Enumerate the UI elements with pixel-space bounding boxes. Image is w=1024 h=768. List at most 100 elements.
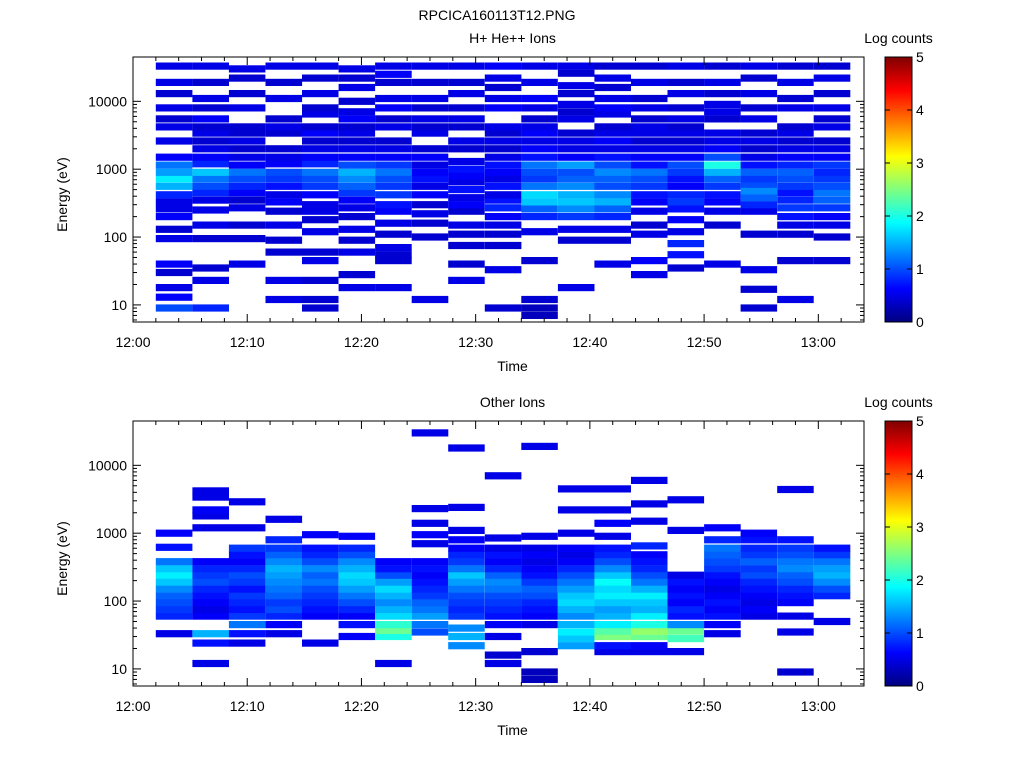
heatmap-cell (557, 100, 595, 108)
heatmap-cell (704, 630, 741, 638)
heatmap-cell (813, 153, 851, 161)
heatmap-cell (631, 565, 668, 573)
heatmap-cell (777, 571, 814, 579)
heatmap-cell (228, 592, 266, 600)
heatmap-cell (777, 628, 814, 636)
heatmap-cell (521, 145, 558, 153)
heatmap-cell (484, 182, 522, 190)
heatmap-cell (521, 168, 558, 176)
heatmap-cell (594, 161, 631, 169)
y-tick-label: 1000 (96, 525, 127, 541)
heatmap-cell (302, 571, 339, 579)
heatmap-cell (740, 74, 778, 82)
heatmap-cell (228, 204, 266, 212)
heatmap-cell (192, 612, 229, 620)
colorbar-tick-label: 3 (916, 155, 924, 171)
heatmap-cell (740, 558, 778, 566)
heatmap-cell (302, 90, 339, 98)
heatmap-cell (484, 168, 522, 176)
heatmap-cell (484, 204, 522, 212)
heatmap-cell (375, 168, 412, 176)
heatmap-cell (302, 207, 339, 215)
heatmap-cell (557, 485, 595, 493)
heatmap-cell (448, 178, 485, 186)
heatmap-cell (192, 129, 229, 137)
heatmap-cell (228, 260, 266, 268)
heatmap-cell (192, 592, 229, 600)
heatmap-cell (521, 198, 558, 206)
heatmap-cell (338, 585, 376, 593)
heatmap-cell (302, 257, 339, 265)
heatmap-cell (740, 62, 778, 70)
heatmap-cell (813, 544, 851, 552)
heatmap-cell (521, 558, 558, 566)
heatmap-cell (338, 544, 376, 552)
heatmap-cell (302, 160, 339, 168)
heatmap-cell (667, 137, 705, 145)
heatmap-cell (192, 168, 229, 176)
heatmap-cell (375, 153, 412, 161)
heatmap-cell (192, 264, 229, 272)
heatmap-cell (667, 585, 705, 593)
heatmap-cell (448, 260, 485, 268)
heatmap-cell (375, 659, 412, 668)
heatmap-cell (302, 104, 339, 112)
heatmap-cell (813, 104, 851, 112)
panel-title: H+ He++ Ions (469, 30, 556, 46)
heatmap-cell (155, 605, 193, 614)
y-axis-label: Energy (eV) (54, 157, 70, 232)
heatmap-cell (521, 161, 558, 169)
heatmap-cell (594, 153, 631, 161)
heatmap-cell (338, 558, 376, 566)
heatmap-cell (375, 207, 412, 215)
heatmap-cell (375, 592, 412, 600)
heatmap-cell (813, 617, 851, 626)
heatmap-cell (302, 110, 339, 118)
heatmap-cell (192, 571, 229, 579)
heatmap-cell (228, 605, 266, 614)
heatmap-cell (411, 505, 449, 513)
heatmap-cell (667, 182, 705, 190)
heatmap-cell (557, 182, 595, 190)
heatmap-cell (448, 221, 485, 229)
heatmap-cell (192, 276, 229, 284)
heatmap-cell (521, 578, 558, 586)
heatmap-cell (338, 168, 376, 176)
heatmap-cell (192, 506, 229, 514)
heatmap-cell (228, 161, 266, 169)
heatmap-cell (631, 221, 668, 229)
heatmap-cell (557, 69, 595, 77)
heatmap-cell (338, 248, 376, 256)
heatmap-cell (704, 145, 741, 153)
colorbar-tick-label: 5 (916, 413, 924, 429)
heatmap-cell (448, 585, 485, 593)
heatmap-cell (411, 201, 449, 209)
heatmap-cell (557, 115, 595, 123)
heatmap-cell (777, 295, 814, 304)
heatmap-cell (155, 225, 193, 233)
heatmap-cell (521, 78, 558, 86)
heatmap-cell (557, 284, 595, 292)
heatmap-cell (484, 612, 522, 620)
heatmap-cell (338, 74, 376, 82)
heatmap-cell (448, 592, 485, 600)
heatmap-cell (631, 632, 668, 641)
heatmap-cell (484, 145, 522, 153)
heatmap-cell (521, 115, 558, 123)
heatmap-cell (631, 161, 668, 169)
heatmap-cell (302, 304, 339, 312)
heatmap-cell (557, 578, 595, 586)
heatmap-cell (228, 621, 266, 629)
heatmap-cell (521, 532, 558, 540)
colorbar-tick-label: 1 (916, 625, 924, 641)
heatmap-cell (777, 168, 814, 176)
heatmap-cell (484, 551, 522, 559)
colorbar-tick-label: 0 (916, 314, 924, 330)
heatmap-cell (631, 621, 668, 629)
heatmap-cell (192, 175, 229, 183)
heatmap-cell (448, 145, 485, 153)
x-tick-label: 12:10 (230, 698, 265, 714)
heatmap-cell (557, 161, 595, 169)
heatmap-cell (228, 571, 266, 579)
